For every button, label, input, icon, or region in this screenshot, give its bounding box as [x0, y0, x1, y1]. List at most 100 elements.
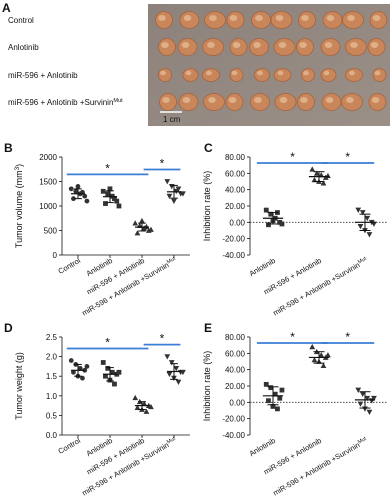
y-tick-label: 2000 — [39, 153, 57, 162]
x-tick-label-sup: Mut — [166, 436, 177, 446]
y-tick-label: 60.00 — [225, 349, 246, 358]
point — [371, 395, 377, 402]
panel-letter: E — [204, 321, 212, 335]
x-tick-label-sup: Mut — [166, 256, 177, 266]
point — [71, 196, 76, 202]
point — [364, 215, 371, 222]
row-label: Anlotinib — [8, 43, 39, 52]
point — [173, 365, 180, 372]
point — [320, 362, 327, 368]
y-tick-label: 0.00 — [229, 398, 245, 407]
x-tick-label: Anlotinib — [248, 436, 277, 458]
y-tick-label: 1.5 — [46, 372, 58, 381]
tumor — [345, 68, 363, 82]
x-tick-label-main: miR-596 + Anlotinib +Survinin — [271, 440, 361, 497]
point — [272, 391, 278, 397]
y-tick-label: 40.00 — [225, 186, 246, 195]
point — [132, 394, 139, 401]
tumor-highlight — [299, 42, 307, 48]
row-label-main: miR-596 + Anlotinib +Survinin — [8, 98, 113, 107]
point — [114, 198, 120, 204]
point — [364, 395, 371, 402]
y-tick-label: 0.0 — [46, 431, 58, 440]
tumor-highlight — [228, 97, 237, 103]
tumor — [372, 68, 387, 82]
significance-label: * — [290, 330, 295, 344]
point — [134, 404, 141, 410]
point — [68, 186, 74, 192]
tumor-highlight — [323, 70, 330, 76]
row-label: miR-596 + Anlotinib +SurvininMut — [8, 98, 123, 107]
y-axis-label-sup: 3 — [14, 166, 21, 170]
point — [318, 352, 325, 358]
significance-label: * — [105, 161, 110, 175]
panel-letter: C — [204, 141, 213, 155]
point — [166, 193, 173, 200]
y-tick-label: 20.00 — [225, 382, 246, 391]
y-tick-label: 2.0 — [46, 353, 58, 362]
point — [84, 364, 90, 369]
y-tick-label: -20.00 — [222, 415, 245, 424]
tumor — [182, 68, 199, 82]
tumor-highlight — [275, 15, 284, 21]
point — [164, 354, 171, 360]
tumor-highlight — [324, 42, 333, 48]
tumor-highlight — [277, 70, 284, 76]
point — [100, 188, 106, 194]
point — [268, 385, 274, 391]
tumor — [158, 68, 172, 82]
point — [309, 343, 316, 350]
tumor-highlight — [207, 42, 215, 48]
point — [309, 166, 316, 172]
point — [68, 358, 74, 363]
x-tick-label-main: Control — [57, 256, 83, 276]
row-label-main: miR-596 + Anlotinib — [8, 71, 78, 80]
y-axis-label: Inhibition rate (%) — [202, 351, 212, 422]
point — [175, 186, 182, 192]
y-tick-label: 1000 — [39, 202, 57, 211]
point — [313, 170, 320, 176]
tumor-highlight — [255, 15, 263, 21]
significance-label: * — [345, 150, 350, 164]
y-tick-label: 0.00 — [229, 218, 245, 227]
tumor — [254, 68, 270, 82]
point — [107, 186, 113, 192]
panel-letter: D — [4, 321, 13, 335]
tumor-highlight — [254, 97, 262, 103]
y-axis-label: Tumor weight (g) — [14, 352, 24, 420]
point — [103, 201, 108, 206]
y-tick-label: 40.00 — [225, 366, 246, 375]
point — [116, 203, 122, 209]
y-tick-label: -40.00 — [222, 431, 245, 440]
point — [112, 196, 117, 202]
y-tick-label: 80.00 — [225, 153, 246, 162]
point — [164, 179, 171, 185]
point — [132, 220, 139, 226]
point — [355, 207, 362, 213]
tumor-highlight — [209, 15, 217, 21]
point — [270, 404, 276, 409]
point — [84, 198, 90, 204]
tumor-highlight — [279, 97, 288, 103]
point — [100, 360, 106, 365]
y-tick-label: 60.00 — [225, 169, 246, 178]
point — [116, 369, 122, 375]
tumor-highlight — [303, 70, 309, 76]
point — [143, 408, 150, 414]
tumor-highlight — [162, 97, 170, 103]
tumor-highlight — [160, 70, 166, 76]
point — [266, 222, 271, 228]
tumor-highlight — [183, 15, 192, 21]
row-label-main: Anlotinib — [8, 43, 39, 52]
point — [109, 369, 115, 375]
point — [357, 224, 364, 230]
point — [82, 193, 88, 199]
tumor-highlight — [325, 97, 334, 103]
point — [141, 400, 148, 407]
point — [134, 230, 141, 236]
y-tick-label: 20.00 — [225, 202, 246, 211]
point — [112, 381, 117, 387]
tumor-highlight — [300, 97, 308, 103]
y-axis-label-main: Tumor weight (g) — [14, 352, 24, 420]
